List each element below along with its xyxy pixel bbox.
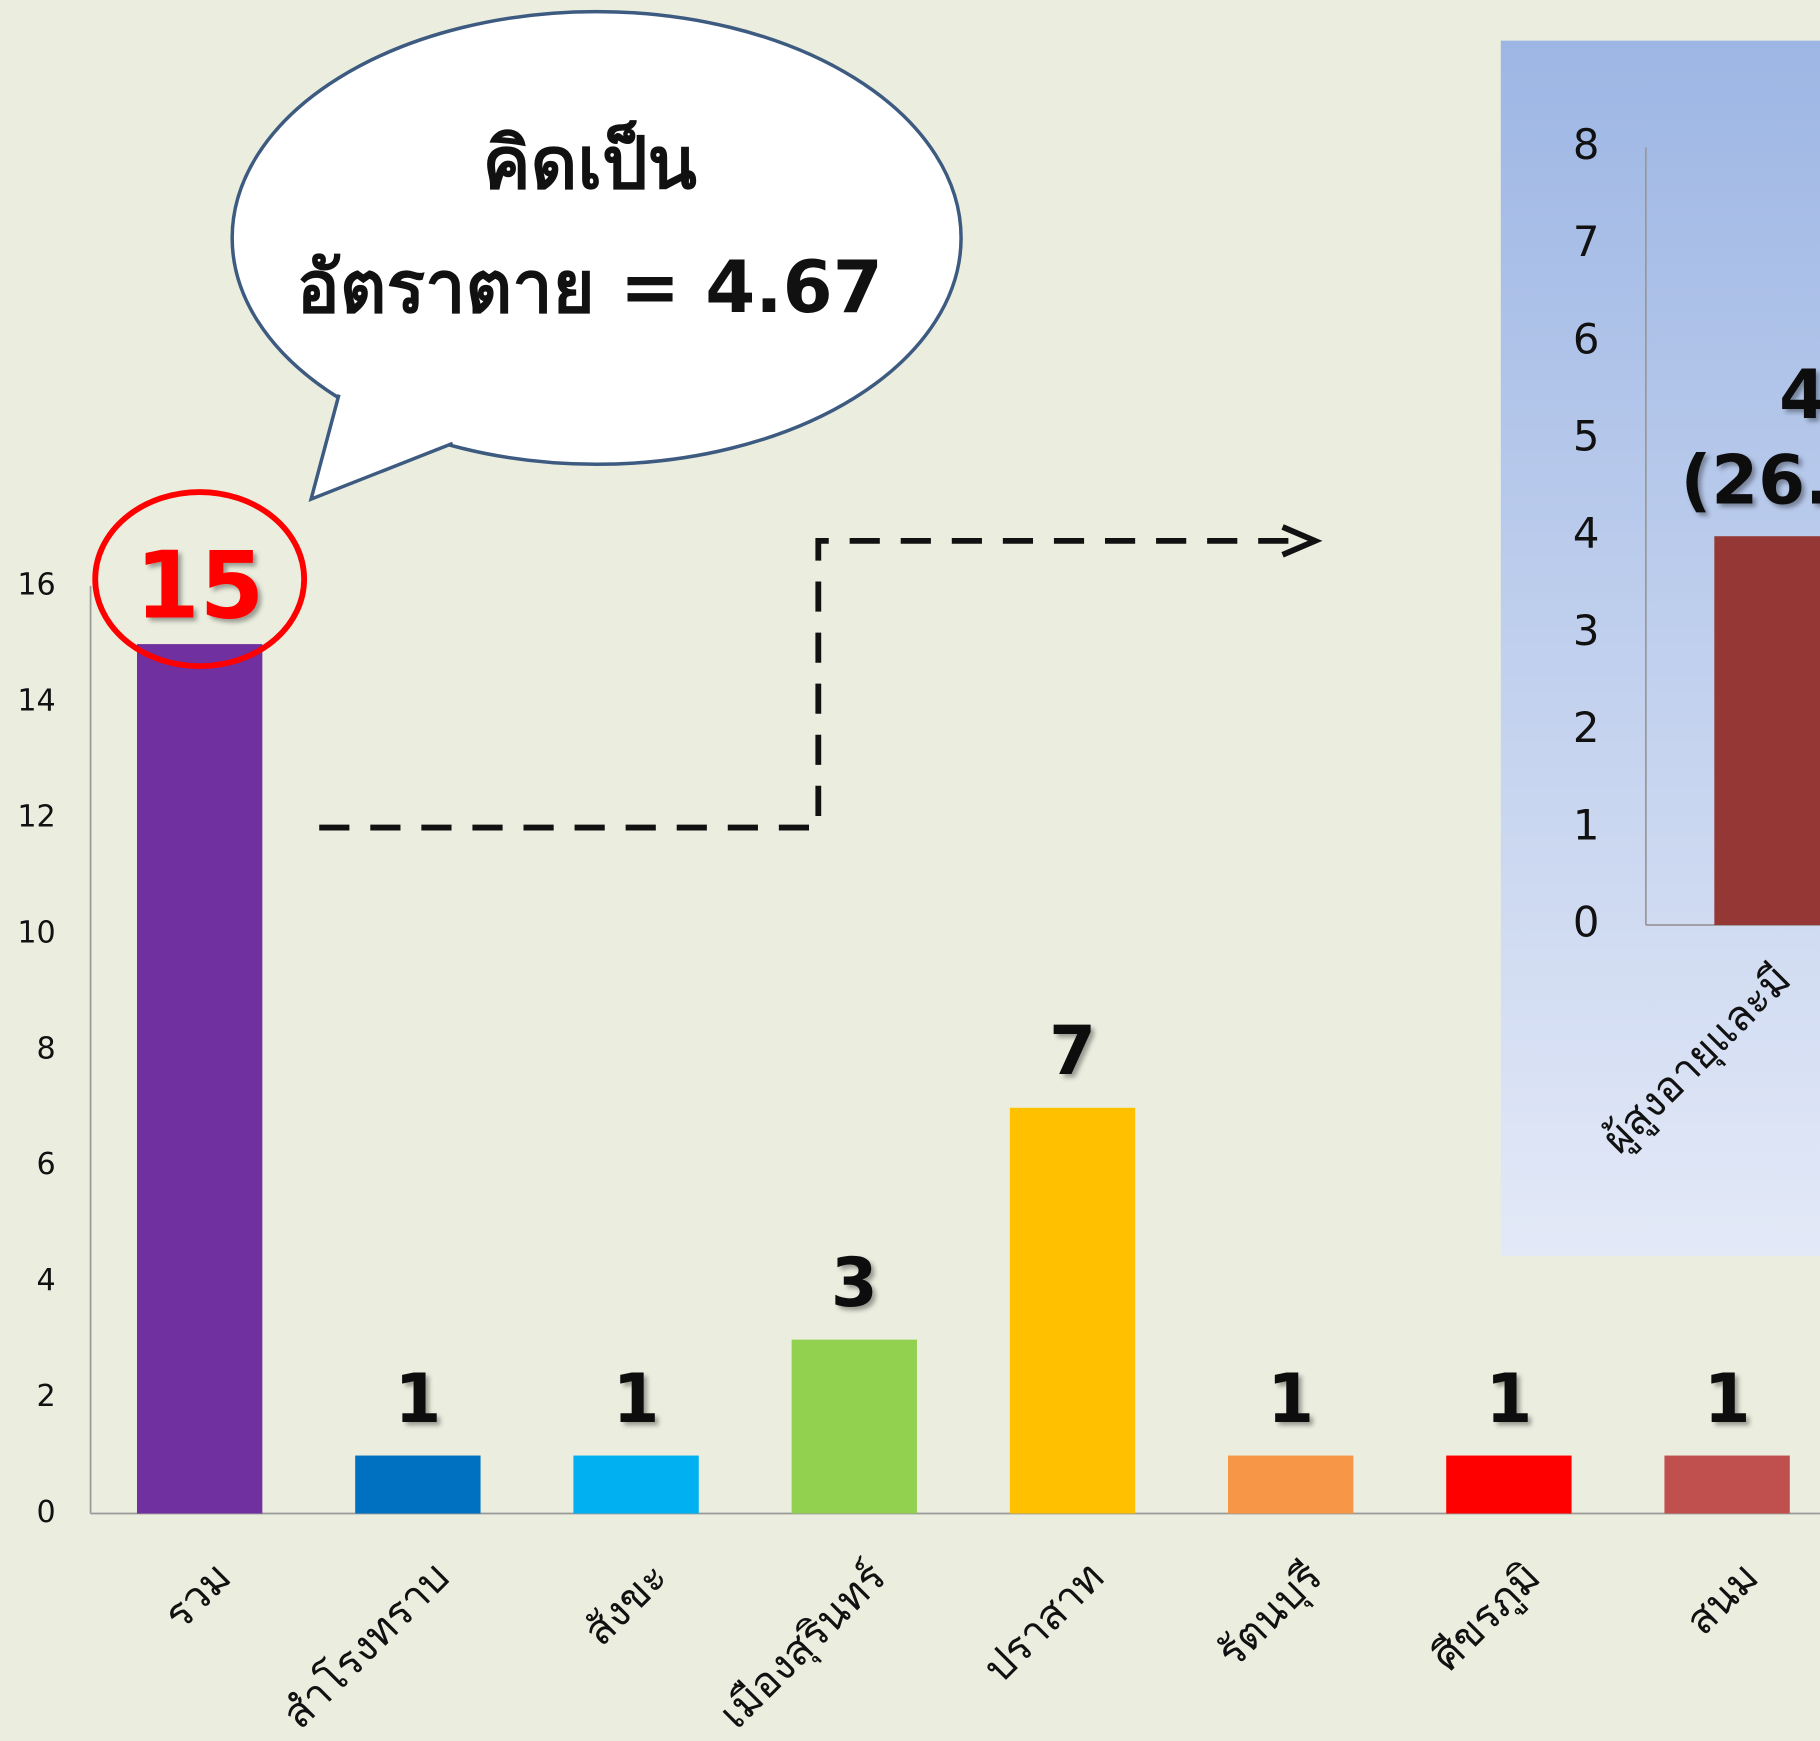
dashed-arrow [319,537,1306,831]
x-tick-label: รวม [154,1552,241,1639]
value-label: 4 [1779,356,1820,434]
value-label: 1 [613,1360,660,1438]
bar [573,1455,699,1514]
y-tick-label: 5 [1573,412,1600,461]
y-tick-label: 16 [17,568,55,603]
y-tick-label: 2 [1573,703,1600,752]
y-tick-label: 4 [37,1263,56,1298]
bar [1664,1455,1790,1514]
bar [1228,1455,1354,1514]
y-tick-label: 12 [17,799,55,834]
x-tick-label: สนม [1676,1552,1768,1644]
x-tick-label: ปราสาท [973,1552,1113,1692]
value-label: 1 [1485,1360,1532,1438]
bar [355,1455,481,1514]
value-label: 1 [394,1360,441,1438]
y-tick-label: 3 [1573,606,1600,655]
y-tick-label: 2 [37,1379,56,1414]
x-tick-label: เมืองสุรินทร์ [709,1552,895,1738]
y-tick-label: 6 [37,1147,56,1182]
y-tick-label: 10 [17,915,55,950]
y-tick-label: 6 [1573,314,1600,363]
y-tick-label: 1 [1573,800,1600,849]
percent-label: (26.6 [1681,442,1820,520]
bar [1446,1455,1572,1514]
highlight-circle [92,489,308,670]
arrow-head [1281,524,1323,558]
y-tick-label: 4 [1573,509,1600,558]
x-tick-label: ศีขรภูมิ [1421,1552,1550,1681]
bar [791,1339,917,1514]
value-label: 1 [1704,1360,1751,1438]
y-tick-label: 7 [1573,217,1600,266]
value-label: 1 [1267,1360,1314,1438]
bar [1714,536,1820,926]
y-tick-label: 0 [1573,898,1600,947]
bar [136,644,263,1514]
value-label: 15 [135,531,264,639]
value-label: 7 [1049,1012,1096,1090]
x-tick-label: สังขะ [574,1552,677,1655]
x-tick-label: รัตนบุรี [1207,1552,1332,1677]
y-tick-label: 14 [17,684,55,719]
callout-line: อัตราตาย = 4.67 [297,245,883,329]
bar [1009,1107,1136,1514]
x-tick-label: สำโรงทราบ [273,1552,459,1738]
y-tick-label: 8 [1573,120,1600,169]
value-label: 3 [831,1244,878,1322]
y-tick-label: 8 [37,1031,56,1066]
callout-line: คิดเป็น [482,120,696,205]
callout: คิดเป็น อัตราตาย = 4.67 [230,9,963,502]
y-tick-label: 0 [37,1495,56,1530]
